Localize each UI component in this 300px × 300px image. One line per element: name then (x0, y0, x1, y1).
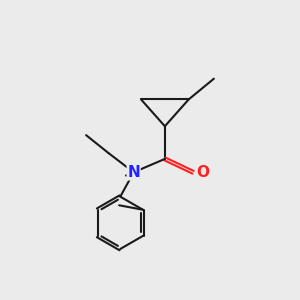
Text: O: O (196, 165, 209, 180)
Text: N: N (127, 165, 140, 180)
